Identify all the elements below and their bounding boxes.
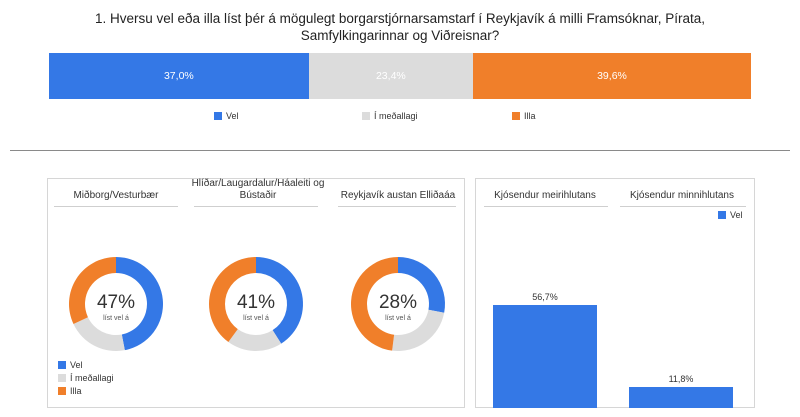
stacked-segment-medallagi: 23,4% <box>308 53 473 99</box>
legend-label-vel: Vel <box>226 111 239 121</box>
bar-value-label-1: 56,7% <box>532 291 558 302</box>
column-separator <box>484 206 608 207</box>
donut-1-slice-vel <box>116 257 163 351</box>
legend-item-vel: Vel <box>214 111 239 121</box>
column-separator <box>194 206 318 207</box>
column-separator <box>620 206 746 207</box>
stacked-segment-illa: 39,6% <box>473 53 751 99</box>
legend-swatch-vel <box>214 112 222 120</box>
legend-label-illa: Illa <box>524 111 536 121</box>
donut-1-center-label: líst vel á <box>103 315 129 322</box>
column-separator <box>54 206 178 207</box>
bar-panel: Kjósendur meirihlutans Kjósendur minnihl… <box>475 178 755 408</box>
legend-label-illa: Illa <box>70 386 82 396</box>
legend-label-vel: Vel <box>70 360 83 370</box>
donut-legend-medallagi: Í meðallagi <box>58 373 114 383</box>
legend-swatch-vel <box>718 211 726 219</box>
donut-3-slice-medallagi <box>392 309 445 351</box>
legend-swatch-vel <box>58 361 66 369</box>
donut-3-slice-illa <box>351 257 398 351</box>
donut-2-center-label: líst vel á <box>243 315 269 322</box>
donut-title-1: Miðborg/Vesturbær <box>73 190 159 201</box>
legend-label-medallagi: Í meðallagi <box>70 373 114 383</box>
donut-title-2: Hlíðar/Laugardalur/Háaleiti og Bústaðir <box>191 178 325 201</box>
donut-2-slice-vel <box>256 257 303 344</box>
donut-title-3: Reykjavík austan Elliðaáa <box>340 190 456 201</box>
donut-1-slice-illa <box>69 257 116 325</box>
legend-swatch-illa <box>512 112 520 120</box>
stacked-value-label-medallagi: 23,4% <box>375 70 406 82</box>
donut-2-center-pct: 41% <box>237 292 275 313</box>
bar-title-1: Kjósendur meirihlutans <box>494 190 596 201</box>
donut-charts: 47% líst vel á 41% líst vel á 28% líst vel á <box>69 257 445 351</box>
bar-title-2: Kjósendur minnihlutans <box>630 190 734 201</box>
bar-value-label-2: 11,8% <box>668 373 694 384</box>
donut-3-slice-vel <box>398 257 445 313</box>
stacked-value-label-illa: 39,6% <box>597 70 627 82</box>
stacked-segment-vel: 37,0% <box>49 53 309 99</box>
donut-2-slice-illa <box>209 257 256 343</box>
donut-1-slice-medallagi <box>73 317 125 351</box>
bar-plot-area: 56,7% 11,8% <box>476 179 754 408</box>
donut-2-slice-medallagi <box>228 329 282 351</box>
legend-item-illa: Illa <box>512 111 536 121</box>
donut-panel: Miðborg/Vesturbær Hlíðar/Laugardalur/Háa… <box>47 178 465 408</box>
column-separator <box>338 206 456 207</box>
legend-swatch-medallagi <box>58 374 66 382</box>
donut-legend-vel: Vel <box>58 360 83 370</box>
bar-legend-vel: Vel <box>718 210 743 220</box>
donut-3-center-label: líst vel á <box>385 315 411 322</box>
legend-item-medallagi: Í meðallagi <box>362 111 418 121</box>
stacked-value-label-vel: 37,0% <box>163 70 194 82</box>
question-title: 1. Hversu vel eða illa líst þér á mögule… <box>95 11 705 43</box>
bar-2 <box>629 386 733 408</box>
stacked-bar-chart: 37,0% 23,4% 39,6% <box>49 53 751 99</box>
bar-1 <box>493 304 597 408</box>
legend-label-medallagi: Í meðallagi <box>374 111 418 121</box>
legend-swatch-medallagi <box>362 112 370 120</box>
donut-legend-illa: Illa <box>58 386 82 396</box>
section-divider <box>10 150 790 151</box>
donut-3-center-pct: 28% <box>379 292 417 313</box>
legend-swatch-illa <box>58 387 66 395</box>
legend-label-vel: Vel <box>730 210 743 220</box>
donut-1-center-pct: 47% <box>97 292 135 313</box>
